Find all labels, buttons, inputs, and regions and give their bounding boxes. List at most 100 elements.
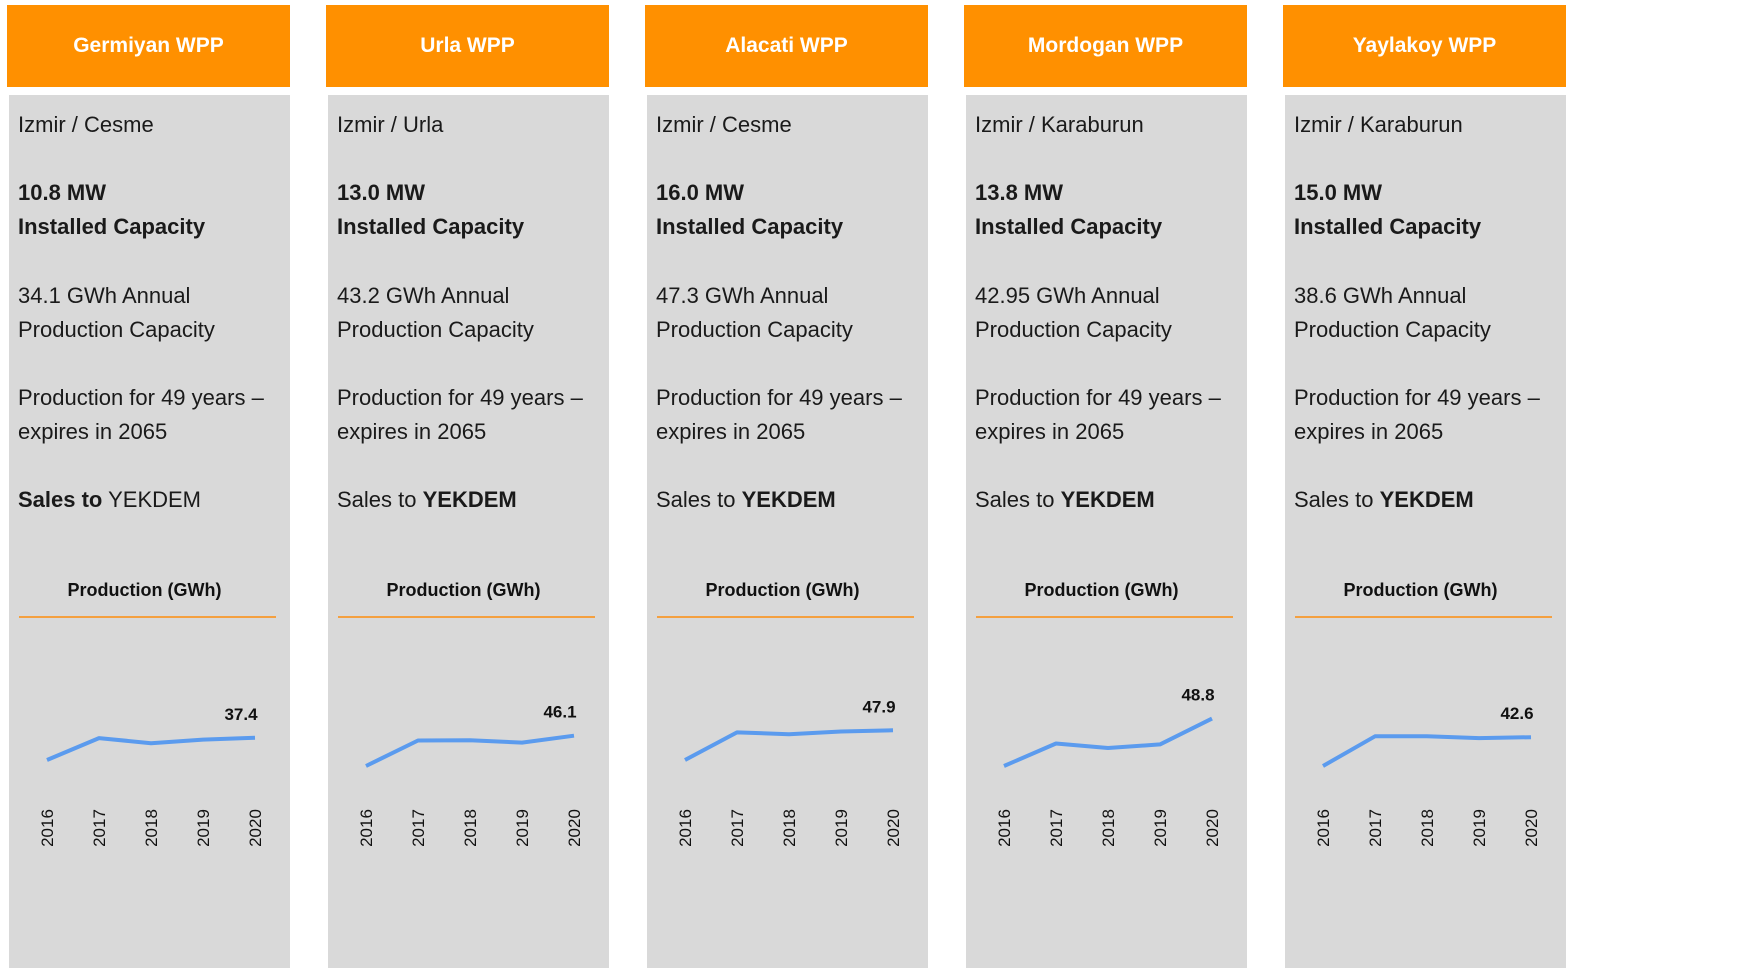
chart-rule [1295,616,1552,618]
capacity-label: Installed Capacity [18,214,206,239]
capacity: 13.0 MW [337,180,426,205]
sales-target: YEKDEM [1379,487,1474,512]
term: Production for 49 years – expires in 206… [1294,385,1540,444]
sales-target: YEKDEM [1060,487,1155,512]
line [1003,716,1213,768]
x-tick-label: 2019 [832,809,851,847]
capacity-label: Installed Capacity [975,214,1163,239]
x-tick-label: 2019 [1470,809,1489,847]
x-tick-label: 2017 [409,809,428,847]
location: Izmir / Karaburun [975,112,1144,137]
info-panel: Izmir / Cesme 16.0 MW Installed Capacity 47… [647,95,928,968]
info-panel: Izmir / Karaburun 15.0 MW Installed Capaci… [1285,95,1566,968]
term: Production for 49 years – expires in 206… [18,385,264,444]
x-tick-label: 2017 [728,809,747,847]
term: Production for 49 years – expires in 206… [656,385,902,444]
chart-title: Production (GWh) [1343,580,1498,600]
sales-prefix: Sales to [337,487,417,512]
x-tick-label: 2018 [461,809,480,847]
annual-production: 43.2 GWh Annual Production Capacity [337,283,534,342]
x-tick-label: 2020 [565,809,584,847]
info-panel: Izmir / Karaburun 13.8 MW Installed Capaci… [966,95,1247,968]
x-tick-label: 2018 [142,809,161,847]
x-tick-label: 2016 [38,809,57,847]
card-title: Mordogan WPP [964,5,1247,87]
term: Production for 49 years – expires in 206… [975,385,1221,444]
x-tick-label: 2016 [1314,809,1333,847]
data-label: 46.1 [543,703,576,722]
annual-production: 42.95 GWh Annual Production Capacity [975,283,1172,342]
x-tick-label: 2019 [194,809,213,847]
capacity-label: Installed Capacity [656,214,844,239]
info-panel: Izmir / Cesme 10.8 MW Installed Capacity 34… [9,95,290,968]
x-tick-label: 2020 [884,809,903,847]
card-title: Urla WPP [326,5,609,87]
location: Izmir / Cesme [656,112,792,137]
annual-production: 38.6 GWh Annual Production Capacity [1294,283,1491,342]
card: Mordogan WPP Izmir / Karaburun 13.8 MW Inst… [964,0,1247,968]
chart: 37.4 2016 2017 2018 2019 2020 [38,705,265,847]
sales-target: YEKDEM [741,487,836,512]
x-tick-label: 2020 [1203,809,1222,847]
sales: Sales to YEKDEM [975,483,1247,517]
capacity: 10.8 MW [18,180,107,205]
capacity: 13.8 MW [975,180,1064,205]
card-title: Germiyan WPP [7,5,290,87]
chart-title: Production (GWh) [386,580,541,600]
x-tick-label: 2016 [995,809,1014,847]
data-label: 48.8 [1181,686,1214,705]
x-tick-label: 2016 [357,809,376,847]
sales-target: YEKDEM [422,487,517,512]
card: Germiyan WPP Izmir / Cesme 10.8 MW Installe… [7,0,290,968]
sales: Sales to YEKDEM [18,483,290,517]
chart-rule [19,616,276,618]
card-title: Yaylakoy WPP [1283,5,1566,87]
sales-prefix: Sales to [18,487,103,512]
sales-prefix: Sales to [656,487,736,512]
capacity-label: Installed Capacity [337,214,525,239]
card: Alacati WPP Izmir / Cesme 16.0 MW Installed… [645,0,928,968]
chart-title: Production (GWh) [1024,580,1179,600]
chart: 48.8 2016 2017 2018 2019 2020 [995,686,1222,847]
x-tick-label: 2020 [246,809,265,847]
chart-rule [976,616,1233,618]
line [365,733,575,768]
location: Izmir / Cesme [18,112,154,137]
location: Izmir / Urla [337,112,444,137]
info-panel: Izmir / Urla 13.0 MW Installed Capacity 43.… [328,95,609,968]
x-tick-label: 2019 [513,809,532,847]
x-tick-label: 2018 [1418,809,1437,847]
card: Urla WPP Izmir / Urla 13.0 MW Installed Cap… [326,0,609,968]
x-tick-label: 2020 [1522,809,1541,847]
chart-rule [338,616,595,618]
chart-title: Production (GWh) [705,580,860,600]
x-tick-label: 2017 [90,809,109,847]
data-label: 37.4 [224,705,258,724]
sales-target: YEKDEM [108,487,202,512]
sales: Sales to YEKDEM [656,483,928,517]
x-tick-label: 2018 [780,809,799,847]
x-tick-label: 2016 [676,809,695,847]
capacity: 15.0 MW [1294,180,1383,205]
chart-rule [657,616,914,618]
chart-title: Production (GWh) [67,580,222,600]
annual-production: 34.1 GWh Annual Production Capacity [18,283,215,342]
data-label: 42.6 [1500,704,1533,723]
term: Production for 49 years – expires in 206… [337,385,583,444]
capacity: 16.0 MW [656,180,745,205]
chart: 42.6 2016 2017 2018 2019 2020 [1314,704,1541,847]
line [46,735,256,762]
card-title: Alacati WPP [645,5,928,87]
location: Izmir / Karaburun [1294,112,1463,137]
card: Yaylakoy WPP Izmir / Karaburun 15.0 MW Inst… [1283,0,1566,968]
sales-prefix: Sales to [975,487,1055,512]
x-tick-label: 2017 [1047,809,1066,847]
x-tick-label: 2017 [1366,809,1385,847]
line [1322,734,1532,768]
sales: Sales to YEKDEM [337,483,609,517]
line [684,728,894,762]
sales-prefix: Sales to [1294,487,1374,512]
sales: Sales to YEKDEM [1294,483,1566,517]
chart: 46.1 2016 2017 2018 2019 2020 [357,703,584,847]
